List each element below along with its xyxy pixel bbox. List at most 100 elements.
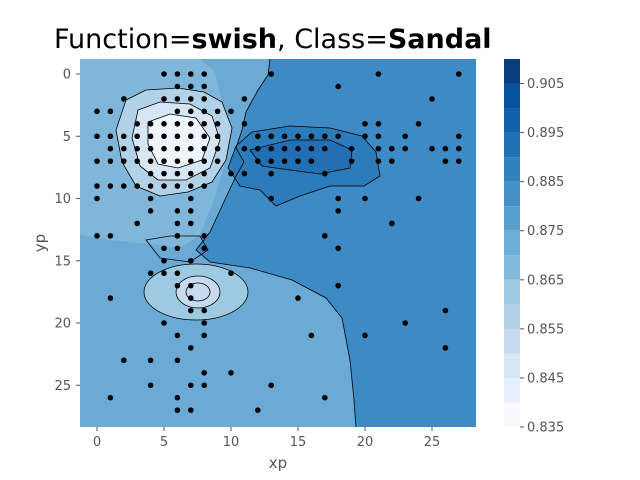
colorbar-band — [504, 132, 520, 158]
data-point — [281, 158, 288, 164]
plot-area — [80, 59, 476, 427]
colorbar-band — [504, 377, 520, 403]
data-point — [201, 332, 207, 339]
data-point — [322, 170, 328, 177]
data-point — [188, 183, 194, 189]
data-point — [121, 145, 127, 152]
data-point — [188, 407, 194, 413]
data-point — [174, 407, 181, 413]
y-axis-label: yp — [31, 234, 49, 252]
data-point — [295, 133, 301, 140]
x-tick-label: 10 — [223, 435, 240, 450]
data-point — [201, 83, 207, 90]
data-point — [174, 96, 181, 102]
colorbar-band — [504, 255, 520, 280]
data-point — [268, 145, 275, 152]
data-point — [161, 320, 167, 326]
data-point — [201, 170, 207, 177]
data-point — [107, 183, 114, 189]
data-point — [335, 208, 342, 214]
data-point — [201, 121, 207, 127]
data-point — [281, 133, 288, 140]
data-point — [188, 257, 194, 264]
data-point — [308, 133, 315, 140]
y-axis: 0 5 10 15 20 25 — [54, 68, 80, 394]
data-point — [362, 195, 368, 202]
data-point — [429, 145, 435, 152]
data-point — [442, 145, 449, 152]
colorbar-tick-label: 0.865 — [527, 273, 564, 288]
colorbar-tick-label: 0.855 — [527, 322, 564, 337]
data-point — [241, 121, 248, 127]
data-point — [201, 370, 207, 376]
colorbar-band — [504, 402, 520, 427]
data-point — [147, 208, 154, 214]
data-point — [94, 133, 100, 140]
data-point — [134, 183, 140, 189]
data-point — [147, 121, 154, 127]
data-point — [134, 121, 140, 127]
data-point — [214, 108, 221, 115]
x-tick-label: 15 — [290, 435, 307, 450]
data-point — [174, 282, 181, 289]
data-point — [161, 145, 167, 152]
data-point — [375, 121, 382, 127]
data-point — [228, 270, 234, 277]
data-point — [188, 121, 194, 127]
colorbar-tick-label: 0.895 — [527, 126, 564, 141]
data-point — [188, 282, 194, 289]
data-point — [174, 83, 181, 90]
data-point — [147, 382, 154, 389]
data-point — [147, 145, 154, 152]
data-point — [322, 133, 328, 140]
data-point — [134, 158, 140, 164]
data-point — [174, 108, 181, 115]
data-point — [161, 183, 167, 189]
x-axis: 0 5 10 15 20 25 — [93, 427, 440, 450]
data-point — [147, 357, 154, 364]
data-point — [174, 170, 181, 177]
data-point — [174, 183, 181, 189]
data-point — [362, 332, 368, 339]
data-point — [308, 332, 315, 339]
data-point — [188, 96, 194, 102]
data-point — [134, 220, 140, 227]
data-point — [241, 170, 248, 177]
title-separator: , Class= — [277, 24, 388, 55]
data-point — [147, 133, 154, 140]
data-point — [415, 121, 422, 127]
data-point — [268, 158, 275, 164]
data-point — [147, 270, 154, 277]
data-point — [442, 307, 449, 314]
data-point — [201, 245, 207, 252]
contour-region-lower-core — [176, 276, 220, 308]
data-point — [161, 245, 167, 252]
data-point — [174, 71, 181, 77]
data-point — [188, 295, 194, 301]
y-tick-label: 5 — [63, 130, 71, 145]
data-point — [214, 121, 221, 127]
data-point — [188, 220, 194, 227]
colorbar-tick-label: 0.835 — [527, 421, 564, 436]
data-point — [188, 170, 194, 177]
data-point — [121, 133, 127, 140]
data-point — [389, 220, 395, 227]
colorbar-tick-label: 0.875 — [527, 224, 564, 239]
data-point — [214, 133, 221, 140]
data-point — [94, 195, 100, 202]
data-point — [335, 83, 342, 90]
data-point — [456, 71, 462, 77]
data-point — [174, 233, 181, 239]
data-point — [228, 370, 234, 376]
colorbar-tick-label: 0.845 — [527, 371, 564, 386]
data-point — [134, 145, 140, 152]
data-point — [268, 382, 275, 389]
data-point — [161, 96, 167, 102]
data-point — [188, 133, 194, 140]
data-point — [174, 145, 181, 152]
data-point — [121, 183, 127, 189]
data-point — [94, 108, 100, 115]
data-point — [147, 158, 154, 164]
data-point — [254, 133, 261, 140]
